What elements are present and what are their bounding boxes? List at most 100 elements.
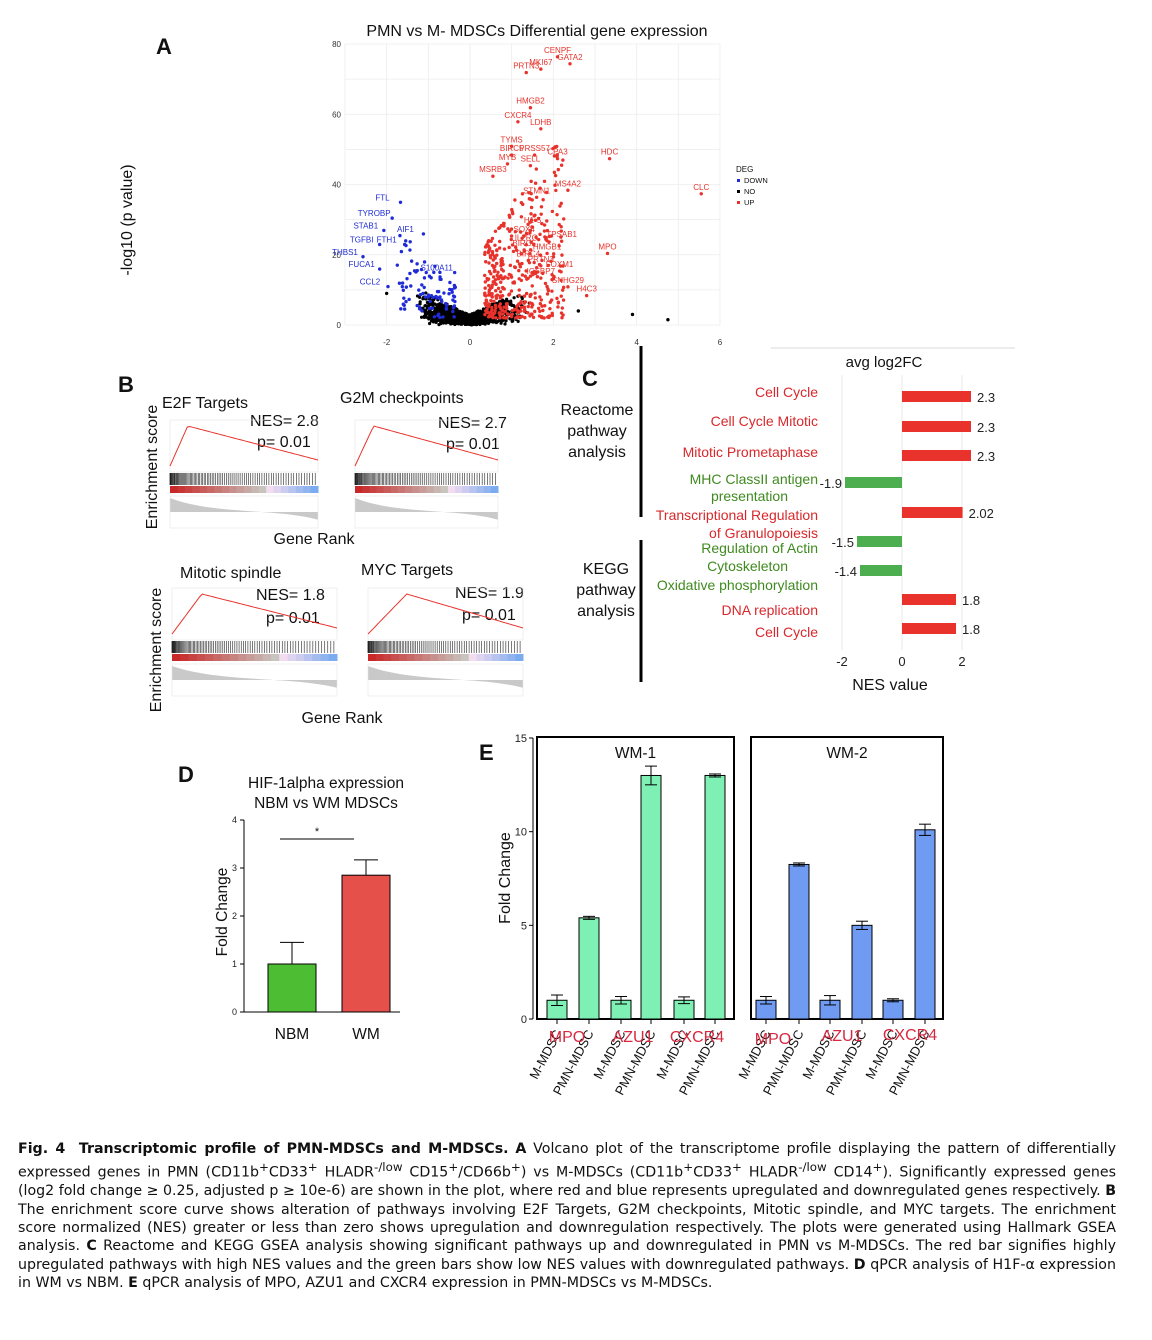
figure-caption: Fig. 4 Transcriptomic profile of PMN-MDS…	[18, 1140, 1116, 1292]
nes-category-label: Transcriptional Regulation of Granulopoie…	[656, 507, 818, 541]
caption-a-sup-1: +	[258, 1160, 269, 1175]
gsea-x-label-bottom: Gene Rank	[302, 710, 384, 727]
volcano-point-ns	[429, 319, 433, 323]
volcano-y-tick: 80	[332, 40, 341, 49]
nes-bar	[902, 450, 971, 461]
volcano-point-up-labeled	[528, 163, 533, 168]
volcano-point-up	[536, 306, 541, 311]
gsea-rank-color	[304, 654, 313, 661]
gsea-p-e2f: p= 0.01	[257, 434, 311, 451]
volcano-point-up-labeled	[509, 153, 514, 157]
volcano-point-up	[520, 273, 525, 277]
volcano-point-up	[494, 306, 498, 310]
volcano-point-up	[483, 293, 487, 297]
volcano-point-up	[545, 219, 549, 223]
gsea-panel: Enrichment score Enrichment score Gene R…	[144, 390, 524, 727]
volcano-point-up-labeled	[516, 120, 520, 124]
volcano-label-down: S100A11	[421, 264, 454, 273]
gsea-curve-frame	[354, 419, 499, 473]
volcano-point-up	[541, 308, 545, 313]
volcano-point-ns	[457, 321, 461, 326]
legend-title: DEG	[736, 165, 753, 174]
volcano-point-down	[400, 281, 405, 285]
volcano-point-up	[520, 236, 524, 240]
volcano-point-down	[431, 295, 435, 300]
volcano-point-up	[560, 316, 564, 320]
nes-x-tick: 2	[958, 654, 965, 669]
volcano-point-up	[545, 292, 550, 296]
volcano-point-ns	[498, 319, 502, 323]
volcano-point-up	[558, 264, 563, 268]
gsea-rank-color	[397, 486, 406, 493]
gsea-rank-color	[426, 486, 435, 493]
gsea-title-myc: MYC Targets	[361, 562, 453, 579]
volcano-point-up	[502, 287, 506, 291]
volcano-point-up	[513, 245, 518, 249]
volcano-point-down	[415, 303, 419, 308]
volcano-point-up	[483, 286, 487, 290]
volcano-point-up	[516, 315, 521, 319]
volcano-y-tick: 60	[332, 110, 341, 119]
volcano-point-up	[522, 309, 527, 313]
volcano-point-up-labeled	[522, 234, 526, 238]
gsea-x-label-top: Gene Rank	[274, 531, 356, 548]
volcano-point-up	[540, 221, 544, 226]
volcano-point-up	[489, 298, 493, 303]
volcano-point-down	[398, 233, 402, 238]
qpcr-bar	[851, 924, 873, 1020]
volcano-point-up	[559, 229, 563, 233]
volcano-point-ns	[423, 308, 427, 312]
caption-a-text-6: ) vs M-MDSCs (CD11b	[520, 1165, 684, 1182]
volcano-point-up-labeled	[524, 70, 528, 75]
caption-a-sup-9: +	[872, 1160, 883, 1175]
volcano-point-up	[506, 227, 510, 231]
volcano-point-up	[527, 197, 532, 201]
volcano-point-down-labeled	[390, 216, 394, 220]
volcano-point-down	[435, 289, 440, 294]
volcano-point-ns	[467, 314, 471, 318]
volcano-point-up	[484, 244, 489, 248]
volcano-point-down-labeled	[377, 242, 382, 247]
volcano-point-up	[502, 305, 506, 309]
volcano-point-down	[399, 307, 403, 311]
caption-a-text-1: Volcano plot of the transcriptome profil…	[18, 1141, 1116, 1182]
gsea-rank-color	[440, 486, 449, 493]
volcano-point-ns	[499, 321, 503, 325]
caption-e-letter: E	[128, 1274, 138, 1291]
volcano-point-up	[527, 191, 531, 195]
volcano-label-up: CPA3	[547, 148, 568, 157]
volcano-point-up	[490, 308, 494, 312]
volcano-point-down	[430, 306, 435, 310]
gsea-rank-color	[419, 486, 427, 493]
volcano-point-up	[510, 308, 515, 313]
volcano-point-up	[499, 258, 503, 262]
volcano-point-up	[545, 284, 549, 289]
gsea-rank-color	[484, 654, 493, 661]
volcano-point-up	[517, 293, 521, 298]
nes-category-label-line: Regulation of Actin	[701, 540, 818, 556]
volcano-label-down: TGFBI	[350, 235, 374, 244]
volcano-point-up	[516, 309, 521, 314]
volcano-point-up	[501, 312, 505, 316]
nes-category-label-line: presentation	[711, 488, 788, 504]
hif-title-line2: NBM vs WM MDSCs	[254, 795, 398, 812]
volcano-point-up	[549, 259, 553, 263]
volcano-point-down	[418, 305, 422, 310]
volcano-point-down-labeled	[452, 270, 457, 275]
volcano-point-up-labeled	[530, 225, 535, 229]
volcano-point-down	[408, 248, 412, 252]
volcano-point-up	[483, 280, 488, 284]
gsea-curve-frame	[171, 587, 338, 641]
volcano-point-up	[499, 280, 503, 284]
volcano-point-up-labeled	[532, 153, 537, 157]
volcano-point-ns	[429, 314, 433, 318]
gsea-ranked-metric	[368, 666, 523, 688]
volcano-point-up	[513, 198, 517, 202]
volcano-point-ns	[481, 307, 486, 311]
volcano-point-up	[534, 265, 539, 270]
gsea-title-e2f: E2F Targets	[162, 395, 248, 412]
gsea-rank-color	[447, 486, 456, 493]
volcano-point-up	[484, 309, 488, 314]
volcano-point-down	[438, 275, 442, 279]
volcano-point-up	[548, 306, 552, 311]
